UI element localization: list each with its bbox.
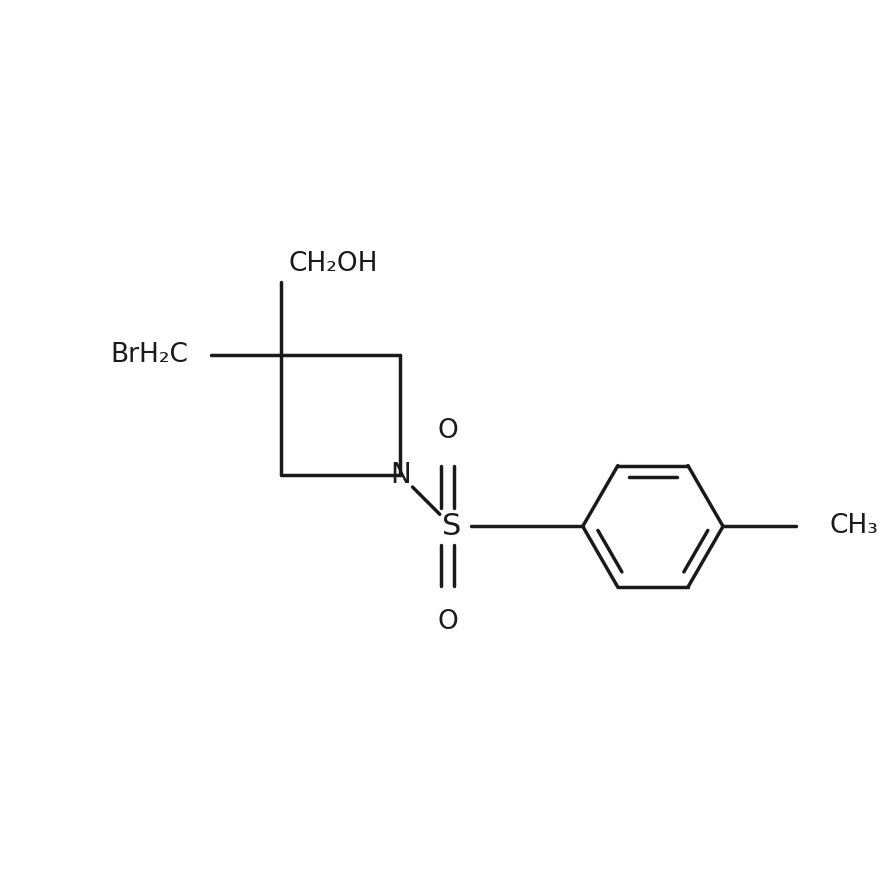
Text: BrH₂C: BrH₂C [110, 342, 188, 368]
Text: CH₂OH: CH₂OH [289, 251, 378, 277]
Text: S: S [442, 512, 462, 541]
Text: N: N [390, 461, 411, 489]
Text: O: O [437, 609, 458, 635]
Text: CH₃: CH₃ [830, 514, 878, 539]
Text: O: O [437, 417, 458, 443]
